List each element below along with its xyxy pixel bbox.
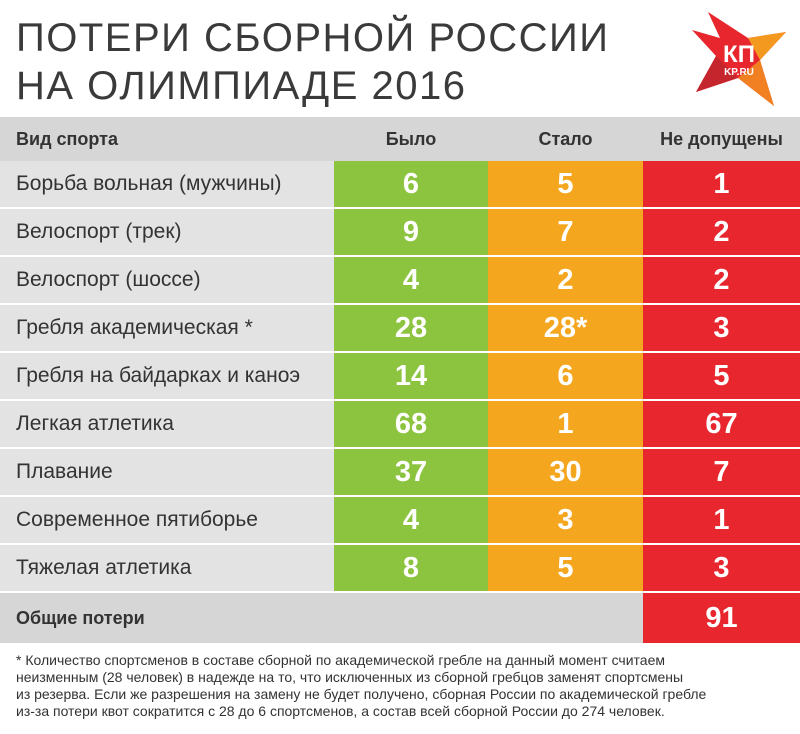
table-row: Гребля на байдарках и каноэ 14 6 5: [0, 353, 800, 401]
sport-name: Легкая атлетика: [16, 412, 174, 435]
footnote-line: * Количество спортсменов в составе сборн…: [16, 652, 665, 668]
bylo-value: 14: [334, 353, 488, 399]
bylo-value: 8: [334, 545, 488, 591]
table-row: Современное пятиборье 4 3 1: [0, 497, 800, 545]
ne-dopuscheny-value: 7: [643, 449, 800, 495]
table-row: Велоспорт (трек) 9 7 2: [0, 209, 800, 257]
bylo-value: 6: [334, 161, 488, 207]
column-header-stalo: Стало: [538, 128, 593, 149]
bylo-value: 37: [334, 449, 488, 495]
total-row: Общие потери 91: [0, 593, 800, 643]
ne-dopuscheny-value: 5: [643, 353, 800, 399]
footnote-line: неизменным (28 человек) в надежде на то,…: [16, 669, 684, 685]
column-header-sport: Вид спорта: [16, 128, 118, 149]
column-header-ne-dopuscheny: Не допущены: [660, 128, 783, 149]
total-ne-dopuscheny-value: 91: [643, 593, 800, 643]
sport-name: Современное пятиборье: [16, 508, 258, 531]
ne-dopuscheny-value: 3: [643, 305, 800, 351]
table-header: Вид спорта Было Стало Не допущены: [0, 117, 800, 161]
sport-name: Борьба вольная (мужчины): [16, 172, 282, 195]
table-row: Плавание 37 30 7: [0, 449, 800, 497]
table-row: Тяжелая атлетика 8 5 3: [0, 545, 800, 593]
page-title: ПОТЕРИ СБОРНОЙ РОССИИ НА ОЛИМПИАДЕ 2016: [16, 14, 610, 110]
table-body: Борьба вольная (мужчины) 6 5 1 Велоспорт (тр…: [0, 161, 800, 593]
sport-name: Тяжелая атлетика: [16, 556, 192, 579]
footnote: * Количество спортсменов в составе сборн…: [16, 652, 786, 720]
title-line-2: НА ОЛИМПИАДЕ 2016: [16, 64, 467, 108]
table-row: Велоспорт (шоссе) 4 2 2: [0, 257, 800, 305]
table-row: Гребля академическая * 28 28* 3: [0, 305, 800, 353]
sport-name: Велоспорт (трек): [16, 220, 182, 243]
column-header-bylo: Было: [385, 128, 437, 149]
stalo-value: 3: [488, 497, 643, 543]
ne-dopuscheny-value: 67: [643, 401, 800, 447]
bylo-value: 4: [334, 257, 488, 303]
table-row: Борьба вольная (мужчины) 6 5 1: [0, 161, 800, 209]
ne-dopuscheny-value: 3: [643, 545, 800, 591]
sport-name: Велоспорт (шоссе): [16, 268, 201, 291]
ne-dopuscheny-value: 2: [643, 257, 800, 303]
losses-table: Вид спорта Было Стало Не допущены Борьба…: [0, 117, 800, 643]
logo-text-kp: КП: [723, 41, 755, 68]
stalo-value: 5: [488, 545, 643, 591]
total-label: Общие потери: [16, 607, 145, 628]
bylo-value: 68: [334, 401, 488, 447]
bylo-value: 28: [334, 305, 488, 351]
footnote-line: из-за потери квот сократится с 28 до 6 с…: [16, 703, 665, 719]
bylo-value: 9: [334, 209, 488, 255]
sport-name: Гребля на байдарках и каноэ: [16, 364, 301, 387]
sport-name: Плавание: [16, 460, 113, 483]
sport-name: Гребля академическая *: [16, 316, 253, 339]
stalo-value: 30: [488, 449, 643, 495]
ne-dopuscheny-value: 1: [643, 161, 800, 207]
logo-text-kpru: KP.RU: [724, 67, 754, 78]
kp-logo-icon: КП KP.RU: [692, 12, 786, 106]
stalo-value: 7: [488, 209, 643, 255]
bylo-value: 4: [334, 497, 488, 543]
stalo-value: 1: [488, 401, 643, 447]
footnote-line: из резерва. Если же разрешения на замену…: [16, 686, 707, 702]
stalo-value: 28*: [488, 305, 643, 351]
stalo-value: 5: [488, 161, 643, 207]
title-line-1: ПОТЕРИ СБОРНОЙ РОССИИ: [16, 16, 610, 60]
stalo-value: 6: [488, 353, 643, 399]
stalo-value: 2: [488, 257, 643, 303]
ne-dopuscheny-value: 2: [643, 209, 800, 255]
table-row: Легкая атлетика 68 1 67: [0, 401, 800, 449]
ne-dopuscheny-value: 1: [643, 497, 800, 543]
